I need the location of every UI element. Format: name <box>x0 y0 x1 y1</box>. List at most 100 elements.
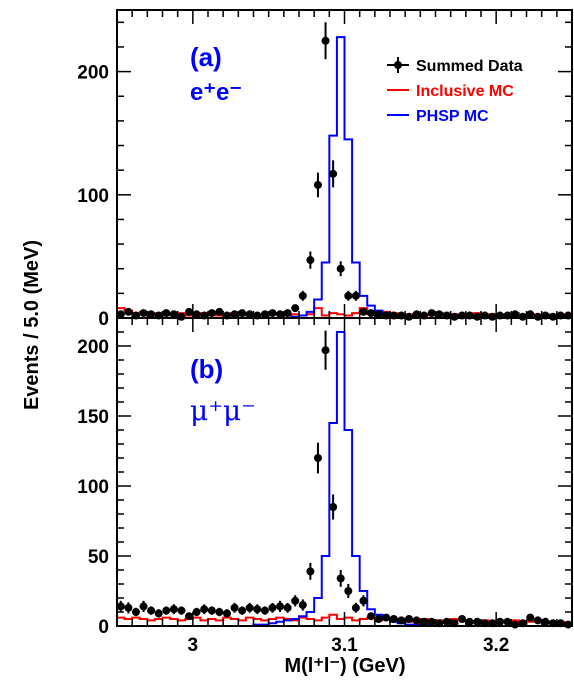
data-marker <box>344 291 353 300</box>
data-marker <box>329 169 338 178</box>
data-marker <box>367 612 376 621</box>
data-marker <box>503 617 512 626</box>
data-marker <box>192 608 201 616</box>
data-marker <box>283 603 292 612</box>
data-marker <box>253 605 262 614</box>
y-tick-label: 100 <box>77 186 109 207</box>
data-marker <box>473 617 482 626</box>
data-point <box>465 617 474 626</box>
data-marker <box>397 616 406 625</box>
data-marker <box>351 603 360 612</box>
data-point <box>313 172 322 198</box>
data-marker <box>298 291 307 300</box>
data-marker <box>230 603 239 612</box>
data-point <box>276 600 285 612</box>
data-point <box>313 442 322 474</box>
data-point <box>169 604 178 615</box>
y-tick-label: 0 <box>98 309 109 330</box>
data-marker <box>420 617 429 626</box>
data-marker <box>329 503 338 511</box>
data-point <box>533 616 542 625</box>
data-marker <box>313 454 322 462</box>
data-point <box>518 312 527 321</box>
data-marker <box>435 310 444 319</box>
data-marker <box>526 310 535 319</box>
data-point <box>503 617 512 626</box>
data-point <box>404 312 413 321</box>
data-marker <box>412 616 421 625</box>
data-marker <box>298 601 307 609</box>
data-point <box>427 309 436 318</box>
data-point <box>116 600 125 612</box>
legend-data-label: Summed Data <box>416 58 523 75</box>
data-point <box>245 310 254 319</box>
data-point <box>147 310 156 319</box>
data-marker <box>382 613 391 622</box>
data-marker <box>313 180 322 189</box>
data-point <box>412 616 421 625</box>
data-point <box>230 310 239 319</box>
panel-a-phsp-mc-hist <box>117 36 572 319</box>
data-marker <box>169 605 178 614</box>
data-marker <box>306 256 315 265</box>
data-marker <box>359 596 368 605</box>
data-marker <box>268 309 277 318</box>
data-point <box>511 620 520 629</box>
data-marker <box>473 312 482 321</box>
data-point <box>124 602 133 614</box>
data-point <box>185 612 194 621</box>
data-point <box>412 310 421 319</box>
data-marker <box>291 304 300 313</box>
x-tick-label: 3.1 <box>331 635 358 656</box>
data-marker <box>276 602 285 611</box>
data-marker <box>533 616 542 625</box>
x-axis-title: M(l⁺l⁻) (GeV) <box>284 655 405 677</box>
data-marker <box>268 603 277 612</box>
y-tick-label: 50 <box>88 547 109 568</box>
data-point <box>526 310 535 319</box>
data-point <box>238 606 247 615</box>
legend-data-marker <box>387 57 409 73</box>
panel-b-series <box>116 330 573 629</box>
data-marker <box>215 307 224 316</box>
data-marker <box>321 346 330 355</box>
data-point <box>526 613 535 622</box>
data-point <box>374 615 383 623</box>
data-point <box>382 613 391 622</box>
data-point <box>298 290 307 301</box>
data-point <box>367 612 376 621</box>
y-axis-title: Events / 5.0 (MeV) <box>21 240 43 410</box>
data-marker <box>412 310 421 319</box>
data-point <box>222 609 231 618</box>
data-point <box>473 312 482 321</box>
data-point <box>192 607 201 617</box>
data-point <box>276 310 285 319</box>
data-marker <box>344 587 353 595</box>
data-point <box>230 602 239 613</box>
data-marker <box>458 615 467 623</box>
data-point <box>245 602 254 613</box>
data-marker <box>245 603 254 612</box>
data-point <box>541 617 550 626</box>
data-point <box>139 309 148 318</box>
data-marker <box>404 312 413 321</box>
x-tick-label: 3.2 <box>483 635 509 656</box>
data-marker <box>116 310 125 319</box>
data-marker <box>147 310 156 319</box>
data-point <box>177 606 186 615</box>
data-point <box>549 312 558 321</box>
data-marker <box>291 596 300 605</box>
data-point <box>442 617 451 626</box>
data-point <box>420 617 429 626</box>
data-marker <box>162 606 171 615</box>
data-marker <box>427 309 436 318</box>
data-point <box>511 310 520 319</box>
data-marker <box>139 309 148 318</box>
data-marker <box>222 609 231 618</box>
data-marker <box>549 312 558 321</box>
data-point <box>351 602 360 613</box>
data-marker <box>374 615 383 623</box>
data-point <box>397 616 406 625</box>
data-point <box>154 609 163 618</box>
data-point <box>359 307 368 316</box>
